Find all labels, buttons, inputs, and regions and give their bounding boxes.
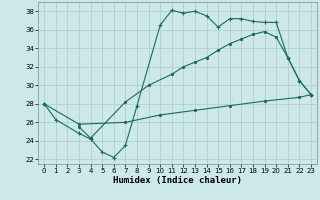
X-axis label: Humidex (Indice chaleur): Humidex (Indice chaleur) [113,176,242,185]
